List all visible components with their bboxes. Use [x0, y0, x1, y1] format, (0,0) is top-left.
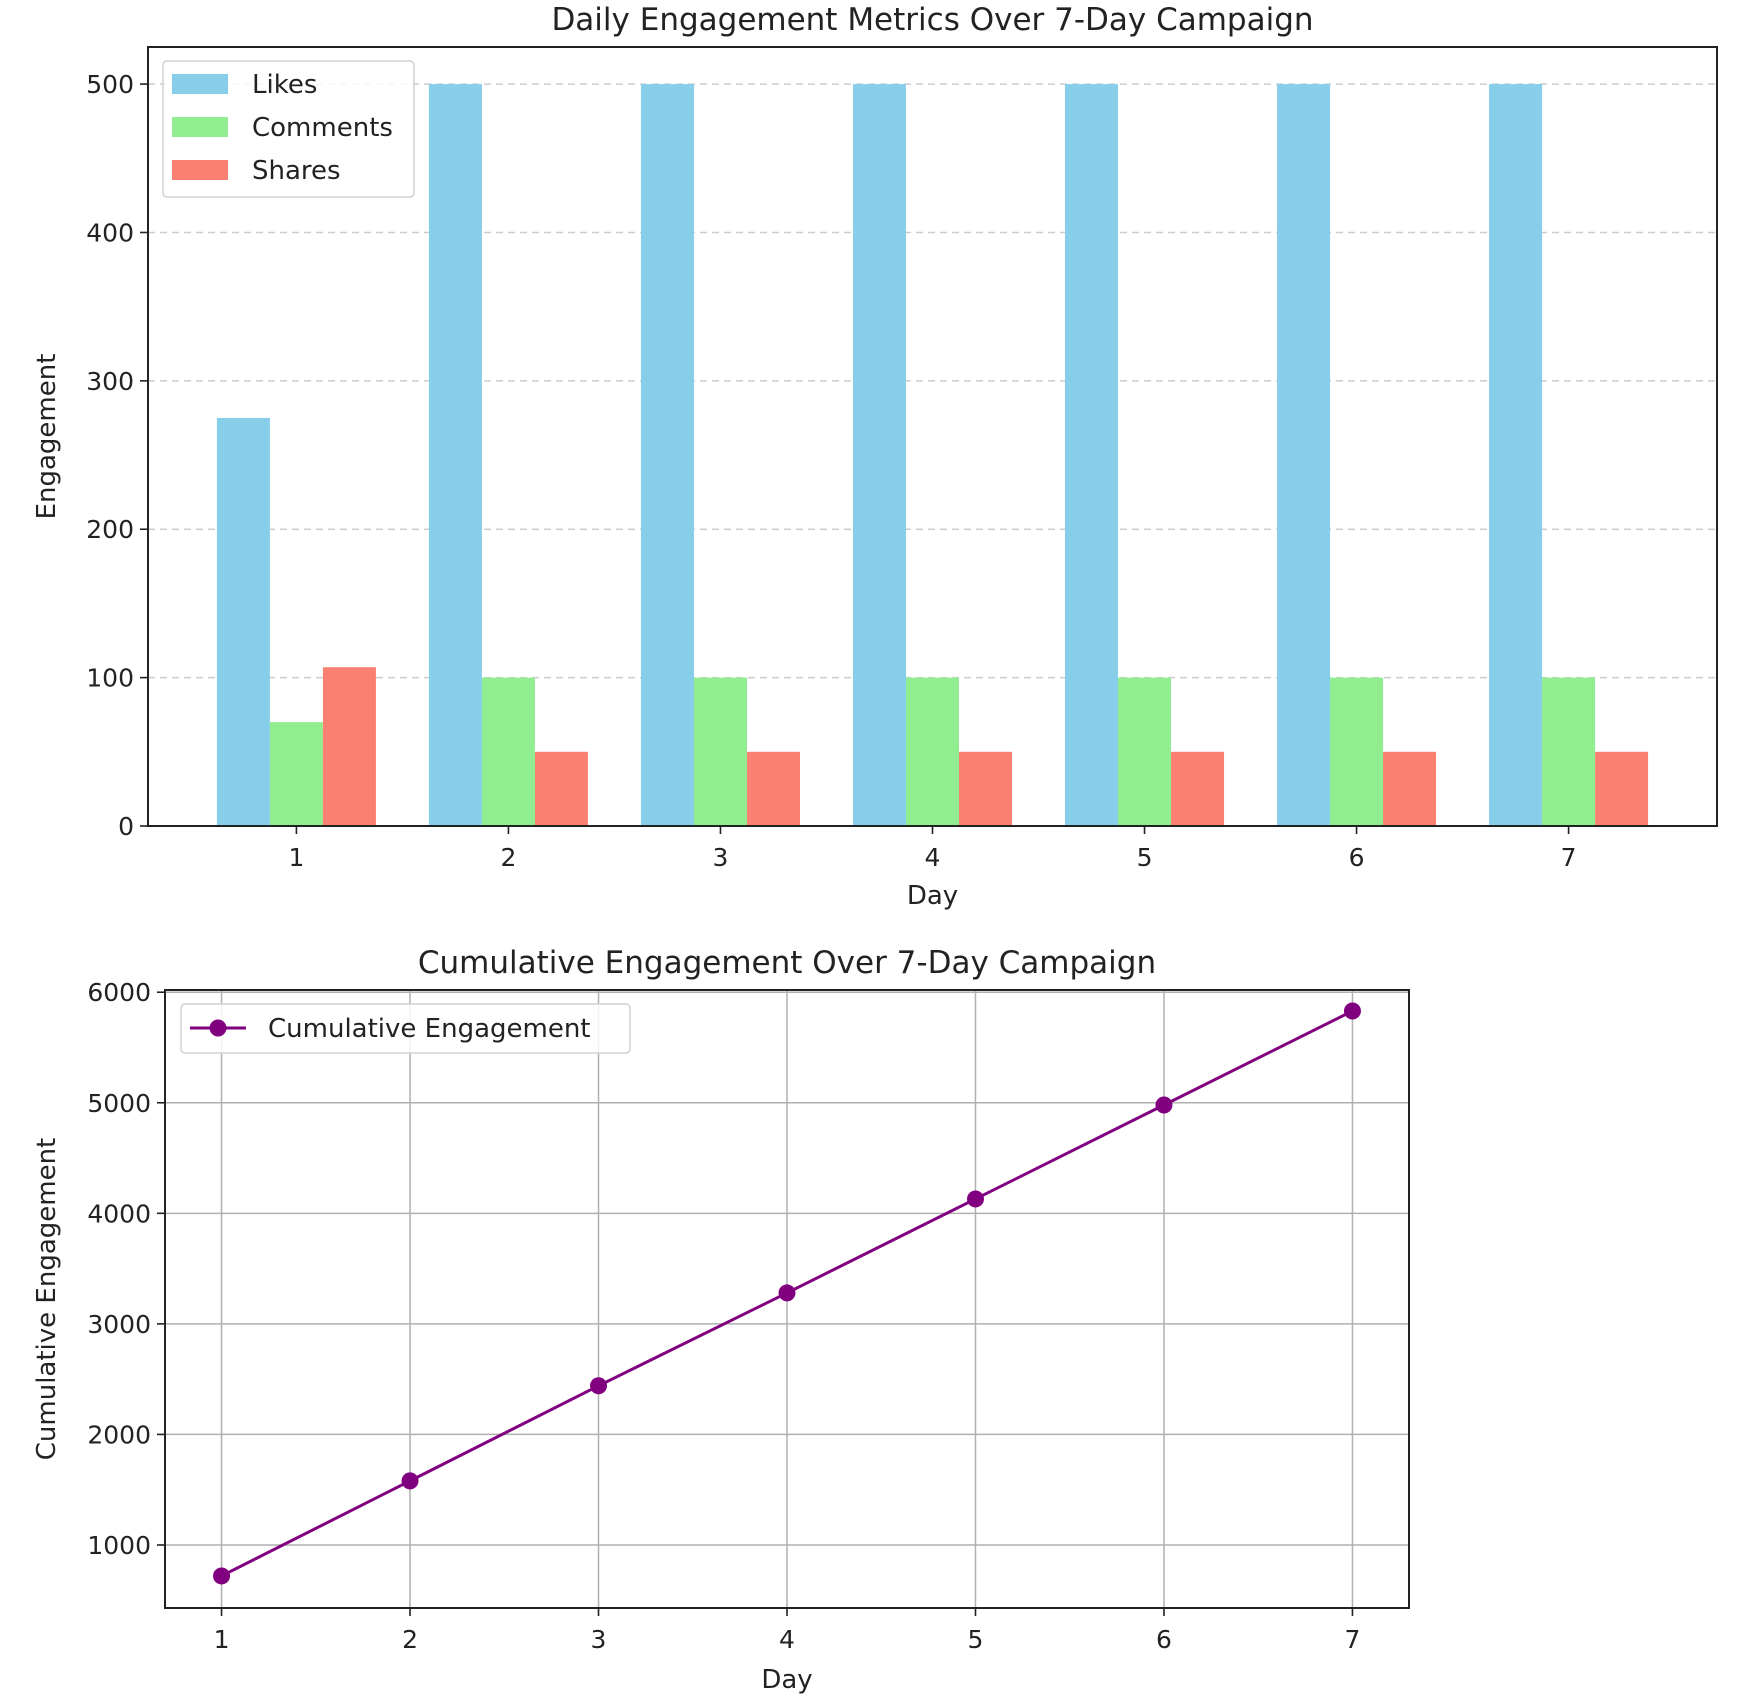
data-point-day-7 [1343, 1002, 1361, 1020]
bar-shares-day-2 [534, 751, 588, 826]
legend: Cumulative Engagement [180, 1003, 631, 1054]
legend-label-shares: Shares [252, 156, 341, 186]
x-axis-label: Day [761, 1665, 812, 1695]
data-point-day-1 [213, 1567, 231, 1585]
bar-likes-day-3 [640, 84, 694, 827]
y-tick-label: 100 [86, 664, 134, 693]
y-tick-label: 2000 [87, 1420, 151, 1449]
legend-box [180, 1003, 631, 1054]
x-tick-label: 2 [402, 1625, 418, 1654]
bar-shares-day-3 [746, 751, 800, 826]
y-tick-label: 200 [86, 515, 134, 544]
x-tick-label: 3 [713, 843, 729, 872]
y-tick-label: 5000 [87, 1089, 151, 1118]
bar-likes-day-5 [1065, 84, 1119, 827]
y-tick-label: 500 [86, 70, 134, 99]
x-tick-label: 5 [968, 1625, 984, 1654]
x-tick-label: 7 [1345, 1625, 1361, 1654]
bar-shares-day-5 [1171, 751, 1225, 826]
bar-likes-day-1 [216, 417, 270, 826]
legend-label-cumulative-engagement: Cumulative Engagement [268, 1014, 591, 1044]
legend-swatch-likes [172, 74, 228, 94]
bar-comments-day-3 [693, 677, 747, 826]
bar-comments-day-7 [1542, 677, 1596, 826]
bar-comments-day-6 [1330, 677, 1384, 826]
y-tick-label: 300 [86, 367, 134, 396]
x-axis-label: Day [907, 881, 958, 911]
data-point-day-4 [778, 1284, 796, 1302]
y-tick-label: 1000 [87, 1531, 151, 1560]
x-tick-label: 6 [1156, 1625, 1172, 1654]
bar-comments-day-4 [905, 677, 960, 826]
line-chart-cumulative-engagement: 1000 2000 3000 4000 5000 6000 1 2 3 4 5 6 7 Cumulativ… [32, 945, 1410, 1695]
y-tick-label: 400 [86, 218, 134, 247]
y-axis-label: Engagement [32, 354, 62, 520]
bar-likes-day-7 [1489, 84, 1543, 827]
bar-comments-day-2 [481, 677, 535, 826]
bar-shares-day-4 [959, 751, 1013, 826]
chart-title: Daily Engagement Metrics Over 7-Day Camp… [551, 2, 1313, 38]
x-tick-label: 3 [591, 1625, 607, 1654]
bar-comments-day-1 [269, 722, 323, 826]
legend: Likes Comments Shares [162, 60, 415, 198]
bar-likes-day-4 [852, 84, 906, 827]
bar-likes-day-2 [428, 84, 482, 827]
bar-shares-day-7 [1595, 751, 1649, 826]
x-tick-label: 7 [1561, 843, 1577, 872]
y-tick-label: 6000 [87, 978, 151, 1007]
y-tick-label: 0 [118, 812, 134, 841]
x-tick-label: 1 [288, 843, 304, 872]
legend-swatch-comments [172, 117, 228, 137]
bar-chart-daily-engagement: 0 100 200 300 400 500 1 2 3 4 5 6 7 Daily Engagement … [32, 2, 1718, 911]
legend-swatch-shares [172, 160, 228, 180]
x-tick-label: 5 [1137, 843, 1153, 872]
bar-comments-day-5 [1118, 677, 1172, 826]
legend-label-likes: Likes [252, 70, 317, 100]
legend-label-comments: Comments [252, 113, 393, 143]
y-tick-label: 3000 [87, 1310, 151, 1339]
bar-likes-day-6 [1277, 84, 1331, 827]
bar-shares-day-1 [322, 667, 376, 826]
x-tick-label: 4 [779, 1625, 795, 1654]
legend-marker-swatch [209, 1019, 227, 1037]
data-point-day-2 [401, 1472, 419, 1490]
data-point-day-6 [1155, 1096, 1173, 1114]
x-tick-label: 2 [500, 843, 516, 872]
bar-shares-day-6 [1383, 751, 1437, 826]
chart-title: Cumulative Engagement Over 7-Day Campaig… [418, 945, 1156, 981]
x-tick-label: 4 [925, 843, 941, 872]
y-axis-label: Cumulative Engagement [32, 1138, 62, 1461]
y-tick-label: 4000 [87, 1199, 151, 1228]
data-point-day-3 [590, 1377, 608, 1395]
data-point-day-5 [966, 1190, 984, 1208]
x-tick-label: 6 [1349, 843, 1365, 872]
x-tick-label: 1 [214, 1625, 230, 1654]
